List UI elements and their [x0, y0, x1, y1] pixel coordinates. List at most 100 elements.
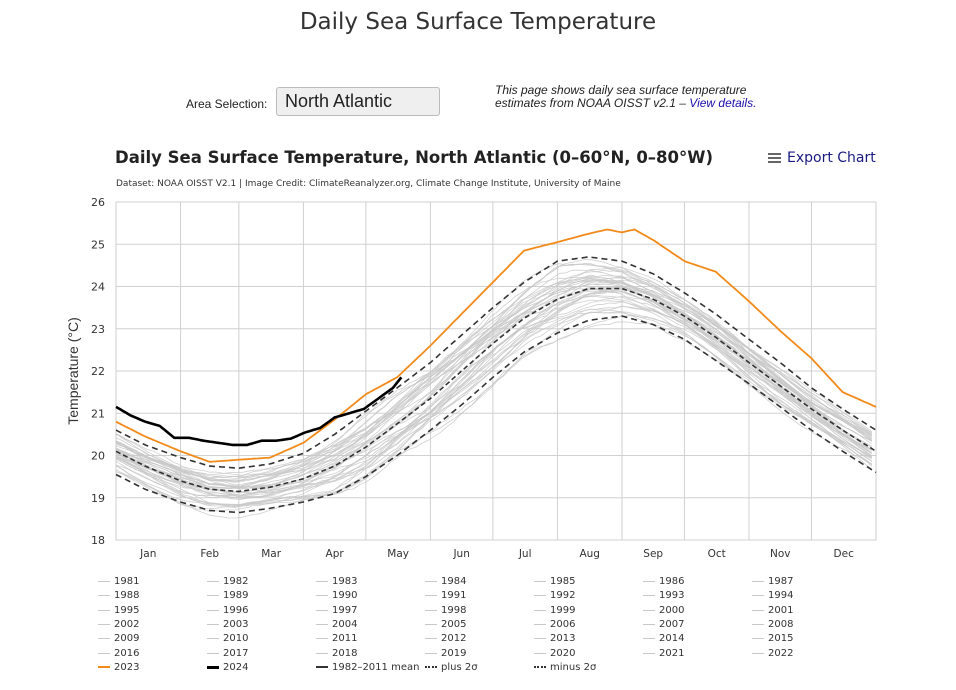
legend-item[interactable]: 2002 — [98, 619, 139, 630]
legend-label: 1988 — [114, 590, 140, 602]
chart-title: Daily Sea Surface Temperature, North Atl… — [115, 148, 713, 167]
legend-line-symbol-icon — [207, 623, 219, 625]
legend-item[interactable]: 1981 — [98, 576, 139, 587]
legend-item[interactable]: 1998 — [425, 605, 466, 616]
series-line-minus-2 — [115, 315, 877, 514]
legend-item[interactable]: 2005 — [425, 619, 466, 630]
legend-item[interactable]: 1989 — [207, 590, 248, 601]
legend-line-symbol-icon — [534, 623, 546, 625]
legend-item[interactable]: 1997 — [316, 605, 357, 616]
legend-item[interactable]: 2011 — [316, 633, 357, 644]
legend-item[interactable]: 1983 — [316, 576, 357, 587]
legend-item[interactable]: 1993 — [643, 590, 684, 601]
axes: 18 19 20 21 22 23 24 25 26 Jan Feb Mar Apr May Jun Jul A… — [65, 196, 854, 560]
series-lines — [115, 228, 877, 514]
x-tick-label: May — [387, 548, 409, 560]
legend-item[interactable]: 2009 — [98, 633, 139, 644]
historical-line-2001 — [115, 290, 872, 499]
historical-line-2011 — [115, 268, 872, 487]
legend-label: 1992 — [550, 590, 576, 602]
legend-item[interactable]: 2016 — [98, 648, 139, 659]
legend-line-symbol-icon — [643, 581, 655, 582]
legend-item[interactable]: 2004 — [316, 619, 357, 630]
legend-item[interactable]: 2017 — [207, 648, 248, 659]
legend-line-symbol-icon — [643, 652, 655, 654]
legend-item[interactable]: 2001 — [752, 605, 793, 616]
legend-item[interactable]: 1996 — [207, 605, 248, 616]
legend-item[interactable]: 1994 — [752, 590, 793, 601]
x-tick-label: Sep — [643, 548, 663, 560]
historical-line-2021 — [115, 287, 873, 497]
legend-item[interactable]: 2003 — [207, 619, 248, 630]
legend-item[interactable]: 2013 — [534, 633, 575, 644]
legend-line-symbol-icon — [98, 623, 110, 625]
legend-item[interactable]: 1999 — [534, 605, 575, 616]
legend-line-symbol-icon — [98, 595, 110, 597]
legend-label: 1983 — [332, 576, 358, 587]
legend-item[interactable]: 1982–2011 mean — [316, 662, 419, 673]
historical-line-1997 — [115, 290, 872, 508]
legend-item[interactable]: 1992 — [534, 590, 575, 601]
legend-item[interactable]: minus 2σ — [534, 662, 596, 673]
hamburger-menu-icon — [768, 153, 781, 163]
legend-item[interactable]: 1990 — [316, 590, 357, 601]
legend-label: 2010 — [223, 633, 249, 645]
legend-line-symbol-icon — [752, 581, 764, 582]
legend-label: 1997 — [332, 604, 358, 616]
legend-item[interactable]: 2006 — [534, 619, 575, 630]
y-tick-label: 18 — [91, 534, 105, 547]
y-tick-label: 26 — [91, 196, 105, 209]
legend-item[interactable]: 2012 — [425, 633, 466, 644]
legend-line-symbol-icon — [316, 666, 328, 669]
legend-item[interactable]: 1982 — [207, 576, 248, 587]
legend-item[interactable]: 2018 — [316, 648, 357, 659]
legend-line-symbol-icon — [752, 652, 764, 654]
chart-subtitle: Dataset: NOAA OISST V2.1 | Image Credit:… — [116, 179, 621, 189]
legend-item[interactable]: 2021 — [643, 648, 684, 659]
legend-label: 2009 — [114, 633, 140, 645]
legend-item[interactable]: 1988 — [98, 590, 139, 601]
legend-item[interactable]: 2014 — [643, 633, 684, 644]
legend-line-symbol-icon — [316, 623, 328, 625]
legend-item[interactable]: 2019 — [425, 648, 466, 659]
legend-line-symbol-icon — [207, 638, 219, 640]
legend-item[interactable]: 1985 — [534, 576, 575, 587]
legend-label: 2001 — [768, 604, 794, 616]
legend-label: 2015 — [768, 633, 794, 645]
legend-item[interactable]: plus 2σ — [425, 662, 478, 673]
legend-item[interactable]: 1984 — [425, 576, 466, 587]
legend-label: 1991 — [441, 590, 467, 602]
legend-line-symbol-icon — [425, 609, 437, 611]
legend-label: 2021 — [659, 647, 685, 659]
legend-item[interactable]: 1995 — [98, 605, 139, 616]
legend-label: minus 2σ — [550, 661, 597, 673]
legend-item[interactable]: 2008 — [752, 619, 793, 630]
legend-label: 1996 — [223, 604, 249, 616]
historical-line-2000 — [115, 296, 872, 490]
legend-item[interactable]: 2023 — [98, 662, 139, 673]
legend-line-symbol-icon — [207, 609, 219, 611]
legend-item[interactable]: 1987 — [752, 576, 793, 587]
legend-item[interactable]: 2020 — [534, 648, 575, 659]
legend-item[interactable]: 2007 — [643, 619, 684, 630]
legend-item[interactable]: 2022 — [752, 648, 793, 659]
y-tick-label: 20 — [91, 450, 105, 463]
legend-item[interactable]: 2010 — [207, 633, 248, 644]
historical-line-1994 — [115, 290, 872, 500]
legend-item[interactable]: 2015 — [752, 633, 793, 644]
y-tick-label: 23 — [91, 323, 105, 336]
x-tick-label: Apr — [326, 548, 345, 560]
legend-item[interactable]: 1991 — [425, 590, 466, 601]
legend-line-symbol-icon — [534, 652, 546, 654]
legend-label: 2002 — [114, 618, 140, 630]
legend-item[interactable]: 1986 — [643, 576, 684, 587]
legend-line-symbol-icon — [207, 652, 219, 654]
legend-line-symbol-icon — [643, 595, 655, 597]
legend-label: 2018 — [332, 647, 358, 659]
legend-line-symbol-icon — [316, 609, 328, 611]
legend-item[interactable]: 2024 — [207, 662, 248, 673]
export-chart-button[interactable]: Export Chart — [768, 150, 876, 166]
view-details-link[interactable]: View details. — [689, 96, 757, 110]
legend-item[interactable]: 2000 — [643, 605, 684, 616]
area-selection-dropdown[interactable]: North Atlantic — [276, 87, 440, 116]
